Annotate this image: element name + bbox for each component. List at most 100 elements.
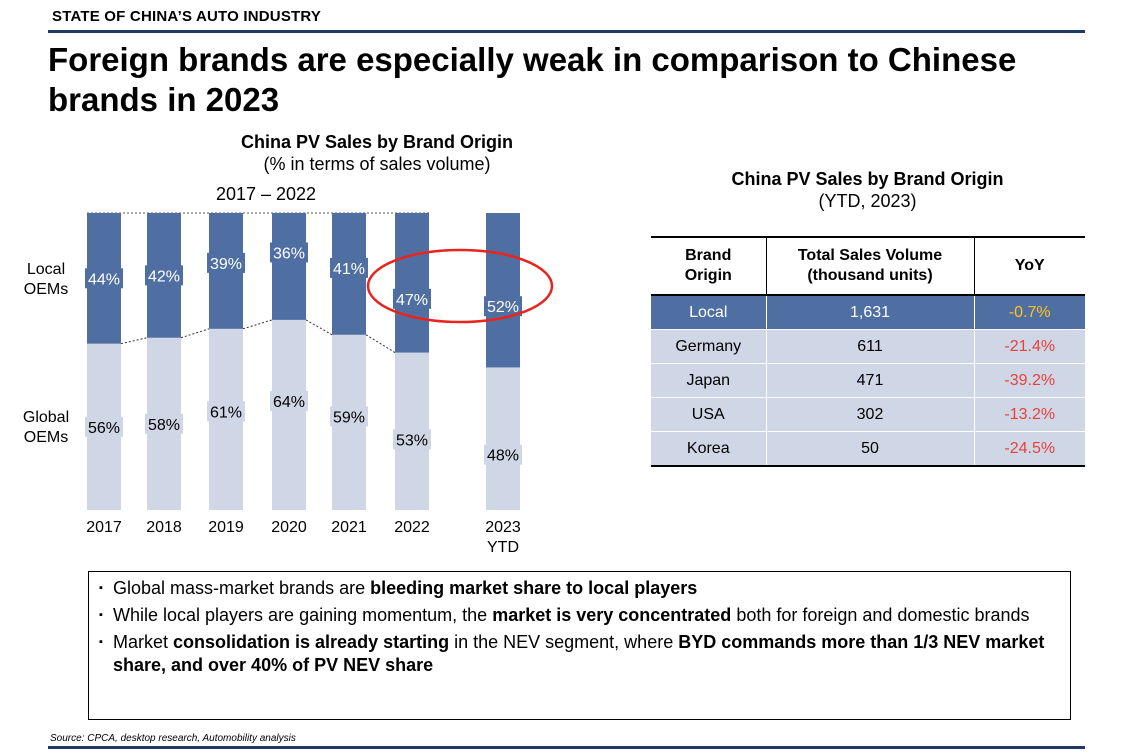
legend-local-oems: Local OEMs [24,261,68,298]
cell-volume: 611 [765,329,974,364]
bullet-text: both for foreign and domestic brands [731,605,1030,625]
table-row: Germany 611 -21.4% [651,329,1085,364]
section-label: STATE OF CHINA’S AUTO INDUSTRY [52,8,322,25]
bullet-text: Market [113,632,174,652]
trend-connector [180,328,210,339]
x-tick-label: 2017 [86,519,122,536]
cell-yoy: -0.7% [973,295,1085,330]
x-tick-label: 2022 [394,519,430,536]
cell-origin: Korea [651,431,766,467]
local-label-bg [270,242,308,263]
header-yoy: YoY [973,236,1085,296]
bullet-text: While local players are gaining momentum… [113,605,493,625]
trend-connector [242,319,273,330]
local-share-label: 42% [148,268,180,285]
global-share-label: 61% [210,404,242,421]
cell-origin: Local [651,295,766,330]
header-total-sales-volume: Total Sales Volume (thousand units) [765,236,974,296]
bar-local-oems [272,213,306,320]
local-share-label: 36% [273,245,305,262]
source-note: Source: CPCA, desktop research, Automobi… [50,733,296,744]
legend-global-oems: Global OEMs [23,409,69,446]
local-share-label: 41% [333,261,365,278]
chart-subtitle: (% in terms of sales volume) [263,154,491,174]
bullet-item: Global mass-market brands are bleeding m… [99,577,1058,600]
x-tick-label: 2020 [271,519,307,536]
cell-yoy: -24.5% [973,431,1085,467]
local-label-bg [207,252,245,273]
cell-volume: 471 [765,363,974,398]
global-share-label: 58% [148,417,180,434]
table-title-block: China PV Sales by Brand Origin (YTD, 202… [650,168,1085,212]
top-rule [48,30,1085,33]
bullet-emphasis: bleeding market share to local players [370,578,698,598]
chart-title-block: China PV Sales by Brand Origin (% in ter… [212,131,542,175]
x-tick-label: 2018 [146,519,182,536]
bar-global-oems [486,367,520,510]
x-tick-label: 2021 [331,519,367,536]
chart-title: China PV Sales by Brand Origin [240,132,514,152]
local-label-bg [330,257,368,278]
table-row: Korea 50 -24.5% [651,431,1085,467]
local-label-bg [393,288,431,309]
cell-volume: 50 [765,431,974,467]
global-share-label: 56% [88,420,120,437]
trend-connector [305,319,333,336]
global-share-label: 59% [333,409,365,426]
local-label-bg [145,265,183,286]
table-row: Japan 471 -39.2% [651,363,1085,398]
x-tick-label: 2019 [208,519,244,536]
table-row: Local 1,631 -0.7% [651,295,1085,330]
cell-origin: Japan [651,363,766,398]
local-share-label: 39% [210,256,242,273]
x-tick-label: 2023 YTD [485,519,521,556]
global-label-bg [145,413,183,434]
bullet-emphasis: BYD commands more than 1/3 NEV market sh… [113,632,1045,675]
period-label: 2017 – 2022 [215,184,317,204]
bullet-emphasis: consolidation is already starting [173,632,450,652]
local-share-label: 47% [396,292,428,309]
bullet-text: in the NEV segment, where [449,632,679,652]
cell-origin: USA [651,397,766,432]
cell-volume: 302 [765,397,974,432]
bullet-text: Global mass-market brands are [113,578,371,598]
highlight-ellipse [366,248,554,324]
cell-yoy: -21.4% [973,329,1085,364]
bottom-rule [48,746,1085,749]
local-share-label: 44% [88,271,120,288]
global-share-label: 53% [396,432,428,449]
table-subtitle: (YTD, 2023) [818,191,917,211]
sales-table: Brand Origin Total Sales Volume (thousan… [651,236,1085,467]
cell-yoy: -39.2% [973,363,1085,398]
local-label-bg [484,296,522,317]
bullet-list: Global mass-market brands are bleeding m… [99,577,1058,677]
local-share-label: 52% [487,299,519,316]
trend-connector [365,334,396,354]
global-label-bg [393,429,431,450]
global-label-bg [330,406,368,427]
global-share-label: 48% [487,448,519,465]
global-label-bg [207,401,245,422]
trend-connector [120,337,148,345]
key-takeaways-box: Global mass-market brands are bleeding m… [88,571,1071,720]
local-label-bg [85,268,123,289]
cell-volume: 1,631 [765,295,974,330]
global-label-bg [85,416,123,437]
headline: Foreign brands are especially weak in co… [48,41,1017,118]
table-row: USA 302 -13.2% [651,397,1085,432]
bullet-item: While local players are gaining momentum… [99,604,1058,627]
bullet-item: Market consolidation is already starting… [99,631,1058,677]
bullet-emphasis: market is very concentrated [492,605,732,625]
table-title: China PV Sales by Brand Origin [731,169,1004,189]
bar-local-oems [395,213,429,353]
global-share-label: 64% [273,394,305,411]
cell-yoy: -13.2% [973,397,1085,432]
global-label-bg [484,444,522,465]
global-label-bg [270,390,308,411]
bar-global-oems [272,319,306,510]
bar-local-oems [486,213,520,368]
table-header-row: Brand Origin Total Sales Volume (thousan… [651,236,1085,296]
header-brand-origin: Brand Origin [651,236,766,296]
cell-origin: Germany [651,329,766,364]
stacked-bar-chart: 2017 2018 2019 2020 2021 2022 2023 YTD 44% 56% 42%… [23,212,554,556]
